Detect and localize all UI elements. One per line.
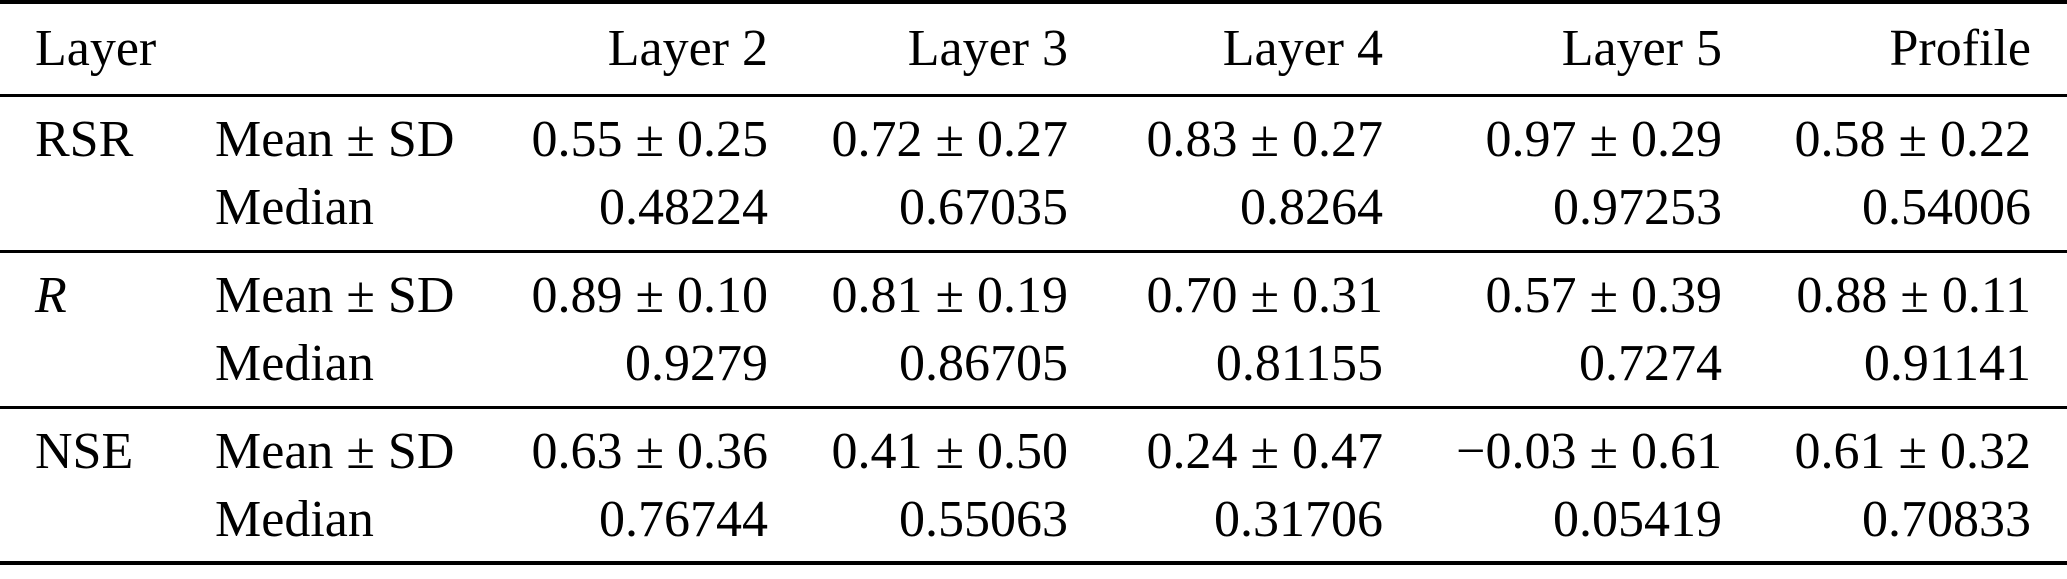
value-cell: 0.48224 (599, 178, 768, 236)
value-cell: 0.55063 (899, 490, 1068, 548)
nse-median-row: Median 0.76744 0.55063 0.31706 0.05419 0… (0, 485, 2067, 563)
metric-label-nse: NSE (35, 423, 134, 481)
value-cell: 0.83 ± 0.27 (1146, 111, 1383, 169)
stat-label-median: Median (215, 490, 374, 548)
value-cell: 0.76744 (599, 490, 768, 548)
value-cell: 0.88 ± 0.11 (1796, 267, 2031, 325)
metric-group-rsr: RSR Mean ± SD 0.55 ± 0.25 0.72 ± 0.27 0.… (0, 95, 2067, 251)
nse-mean-sd-row: NSE Mean ± SD 0.63 ± 0.36 0.41 ± 0.50 0.… (0, 407, 2067, 485)
value-cell: −0.03 ± 0.61 (1456, 423, 1722, 481)
value-cell: 0.61 ± 0.32 (1794, 423, 2031, 481)
stat-label-median: Median (215, 334, 374, 392)
value-cell: 0.81 ± 0.19 (831, 267, 1068, 325)
value-cell: 0.97253 (1553, 178, 1722, 236)
metric-spacer (0, 173, 215, 251)
value-cell: 0.55 ± 0.25 (531, 111, 768, 169)
value-cell: 0.7274 (1579, 334, 1722, 392)
value-cell: 0.67035 (899, 178, 1068, 236)
stat-label-mean-sd: Mean ± SD (215, 111, 455, 169)
col-header-layer-5: Layer 5 (1561, 20, 1722, 78)
r-mean-sd-row: R Mean ± SD 0.89 ± 0.10 0.81 ± 0.19 0.70… (0, 251, 2067, 329)
value-cell: 0.58 ± 0.22 (1794, 111, 2031, 169)
col-header-profile: Profile (1889, 20, 2031, 78)
metric-spacer (0, 485, 215, 563)
value-cell: 0.41 ± 0.50 (831, 423, 1068, 481)
metric-label-rsr: RSR (35, 111, 134, 169)
value-cell: 0.05419 (1553, 490, 1722, 548)
rsr-mean-sd-row: RSR Mean ± SD 0.55 ± 0.25 0.72 ± 0.27 0.… (0, 95, 2067, 173)
value-cell: 0.89 ± 0.10 (531, 267, 768, 325)
col-header-layer-3: Layer 3 (907, 20, 1068, 78)
value-cell: 0.91141 (1863, 334, 2031, 392)
col-header-layer: Layer (35, 20, 157, 78)
value-cell: 0.54006 (1862, 178, 2031, 236)
value-cell: 0.70833 (1862, 490, 2031, 548)
metric-group-r: R Mean ± SD 0.89 ± 0.10 0.81 ± 0.19 0.70… (0, 251, 2067, 407)
stat-label-median: Median (215, 178, 374, 236)
value-cell: 0.86705 (899, 334, 1068, 392)
header-row: Layer Layer 2 Layer 3 Layer 4 Layer 5 Pr… (0, 2, 2067, 95)
value-cell: 0.24 ± 0.47 (1146, 423, 1383, 481)
value-cell: 0.9279 (625, 334, 768, 392)
stat-label-mean-sd: Mean ± SD (215, 267, 455, 325)
col-header-layer-4: Layer 4 (1222, 20, 1383, 78)
metric-label-r: R (35, 267, 67, 325)
value-cell: 0.81155 (1215, 334, 1383, 392)
value-cell: 0.8264 (1240, 178, 1383, 236)
value-cell: 0.97 ± 0.29 (1485, 111, 1722, 169)
value-cell: 0.70 ± 0.31 (1146, 267, 1383, 325)
value-cell: 0.63 ± 0.36 (531, 423, 768, 481)
r-median-row: Median 0.9279 0.86705 0.81155 0.7274 0.9… (0, 329, 2067, 407)
stat-label-mean-sd: Mean ± SD (215, 423, 455, 481)
value-cell: 0.72 ± 0.27 (831, 111, 1068, 169)
layer-metrics-table: Layer Layer 2 Layer 3 Layer 4 Layer 5 Pr… (0, 0, 2067, 565)
metric-group-nse: NSE Mean ± SD 0.63 ± 0.36 0.41 ± 0.50 0.… (0, 407, 2067, 563)
value-cell: 0.57 ± 0.39 (1485, 267, 1722, 325)
rsr-median-row: Median 0.48224 0.67035 0.8264 0.97253 0.… (0, 173, 2067, 251)
value-cell: 0.31706 (1214, 490, 1383, 548)
metric-spacer (0, 329, 215, 407)
col-header-layer-2: Layer 2 (607, 20, 768, 78)
